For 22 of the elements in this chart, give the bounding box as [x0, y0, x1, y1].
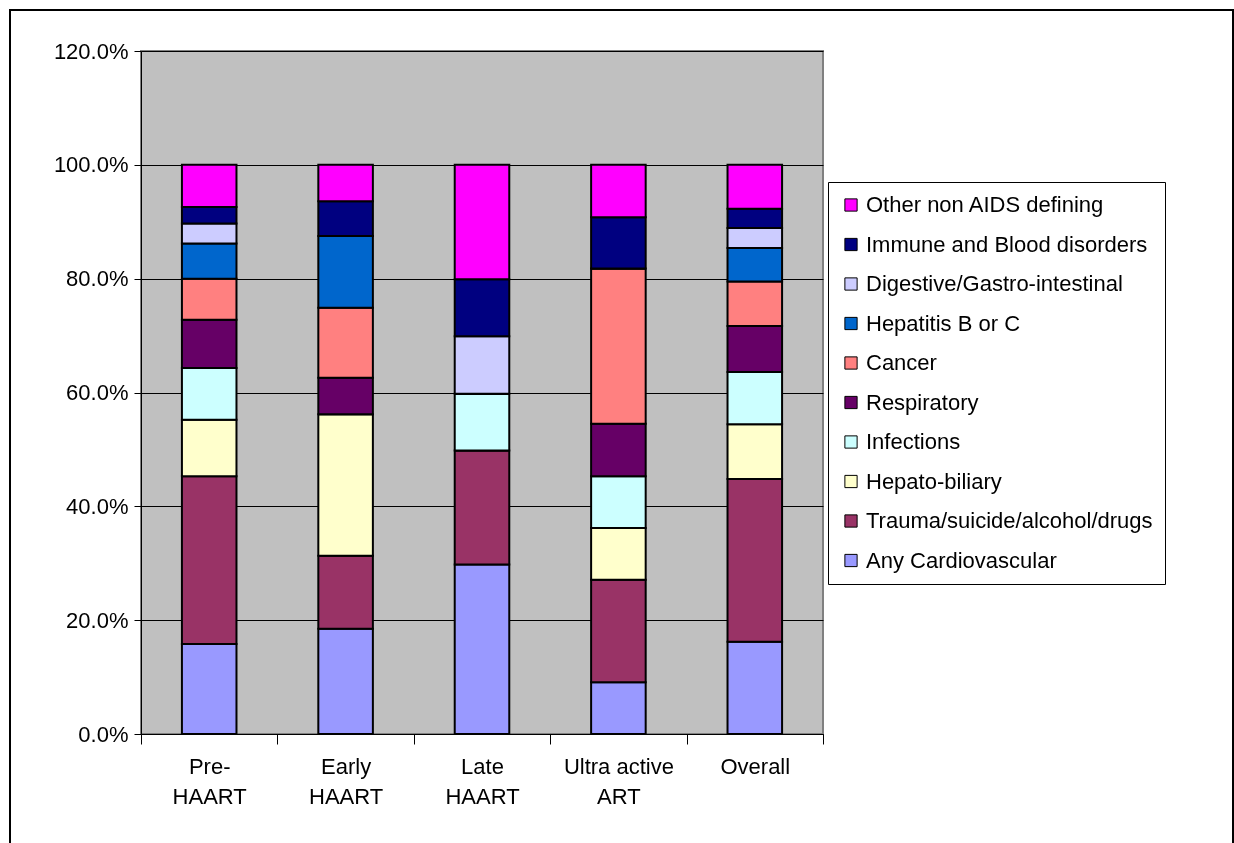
- x-tick-label: Pre-HAART: [172, 753, 247, 809]
- legend-label: Trauma/suicide/alcohol/drugs: [866, 508, 1153, 533]
- legend-label: Any Cardiovascular: [866, 547, 1057, 573]
- y-tick-label: 120.0%: [53, 38, 129, 64]
- y-tick-label: 60.0%: [66, 380, 129, 405]
- legend-label: Cancer: [866, 350, 937, 375]
- x-tick-label: Ultra active ART: [563, 753, 674, 809]
- x-tick-label: Overall: [720, 753, 791, 779]
- x-tick-label: Early HAART: [309, 753, 384, 809]
- legend-label: Digestive/Gastro-intestinal: [866, 271, 1123, 296]
- legend-label: Respiratory: [866, 389, 979, 415]
- legend-label: Infections: [866, 429, 961, 454]
- y-tick-label: 100.0%: [53, 152, 129, 178]
- y-tick-label: 20.0%: [66, 607, 129, 633]
- legend-label: Hepatitis B or C: [866, 310, 1021, 336]
- x-tick-label: Late HAART: [445, 753, 520, 809]
- y-tick-label: 0.0%: [78, 721, 129, 747]
- legend-label: Hepato-biliary: [866, 468, 1002, 494]
- legend-label: Immune and Blood disorders: [866, 231, 1148, 257]
- y-tick-label: 40.0%: [66, 493, 129, 519]
- y-tick-label: 80.0%: [66, 266, 129, 292]
- legend-label: Other non AIDS defining: [866, 192, 1104, 217]
